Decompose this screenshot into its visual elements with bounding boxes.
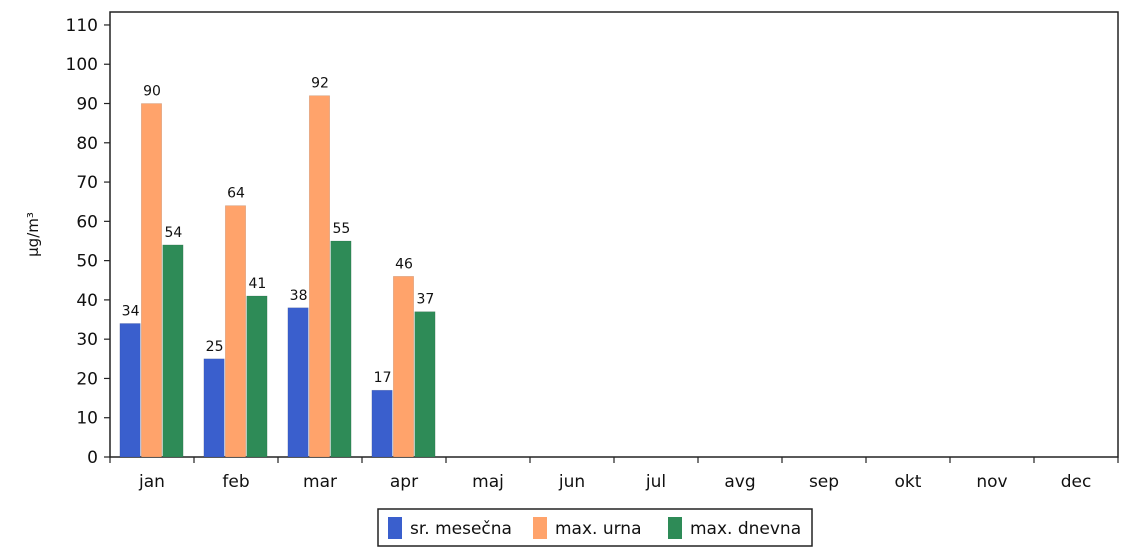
y-tick-label: 60 — [76, 212, 98, 232]
x-tick-label: feb — [222, 472, 249, 492]
legend-label: max. urna — [555, 519, 642, 539]
bar-value-label: 38 — [290, 288, 308, 304]
bar — [203, 358, 225, 458]
y-tick-label: 0 — [87, 448, 98, 468]
legend-swatch — [388, 517, 402, 539]
bar-value-label: 55 — [333, 221, 351, 237]
y-tick-label: 20 — [76, 369, 98, 389]
x-tick-label: sep — [809, 472, 839, 492]
legend-label: sr. mesečna — [410, 519, 512, 539]
bar-value-label: 46 — [395, 256, 413, 272]
y-tick-label: 10 — [76, 409, 98, 429]
bar-value-label: 41 — [249, 276, 267, 292]
x-tick-label: apr — [390, 472, 418, 492]
bar-value-label: 25 — [206, 339, 224, 355]
bar — [287, 307, 309, 458]
x-tick-label: okt — [895, 472, 922, 492]
y-tick-label: 80 — [76, 134, 98, 154]
bar-value-label: 90 — [143, 84, 161, 100]
y-tick-label: 90 — [76, 95, 98, 115]
bar-value-label: 92 — [311, 76, 329, 92]
bar-value-label: 37 — [417, 292, 435, 308]
y-tick-label: 50 — [76, 252, 98, 272]
bar — [308, 95, 331, 458]
x-tick-label: mar — [303, 472, 337, 492]
bar — [414, 311, 436, 458]
y-tick-label: 100 — [66, 55, 98, 75]
bar — [246, 295, 268, 458]
bar-value-label: 34 — [122, 303, 140, 319]
x-tick-label: jan — [138, 472, 165, 492]
y-tick-label: 40 — [76, 291, 98, 311]
bar — [330, 240, 352, 458]
data-labels-group: 34 25 38 17 90 64 92 46 54 41 55 37 — [122, 76, 435, 387]
bar — [119, 323, 141, 458]
x-tick-label: maj — [472, 472, 504, 492]
x-tick-label: dec — [1061, 472, 1092, 492]
bar-value-label: 17 — [374, 370, 392, 386]
bar — [162, 244, 184, 458]
x-tick-label: nov — [976, 472, 1007, 492]
x-tick-label: avg — [724, 472, 755, 492]
bar — [392, 276, 415, 458]
x-tick-label: jun — [558, 472, 585, 492]
legend: sr. mesečna max. urna max. dnevna — [377, 508, 813, 547]
bars-group — [119, 95, 436, 458]
bar-value-label: 64 — [227, 186, 245, 202]
legend-swatch — [668, 517, 682, 539]
legend-swatch — [533, 517, 547, 539]
y-axis: 0 10 20 30 40 50 60 70 80 90 100 110 — [66, 16, 110, 468]
bar — [224, 205, 247, 458]
bar — [140, 103, 163, 458]
y-tick-label: 70 — [76, 173, 98, 193]
legend-box — [377, 508, 813, 547]
bar-value-label: 54 — [165, 225, 183, 241]
x-tick-label: jul — [645, 472, 666, 492]
y-tick-label: 110 — [66, 16, 98, 36]
x-axis: jan feb mar apr maj jun jul avg sep okt nov dec — [109, 457, 1119, 492]
bar — [371, 389, 393, 458]
y-axis-title: µg/m³ — [24, 212, 42, 257]
y-tick-label: 30 — [76, 330, 98, 350]
legend-label: max. dnevna — [690, 519, 801, 539]
